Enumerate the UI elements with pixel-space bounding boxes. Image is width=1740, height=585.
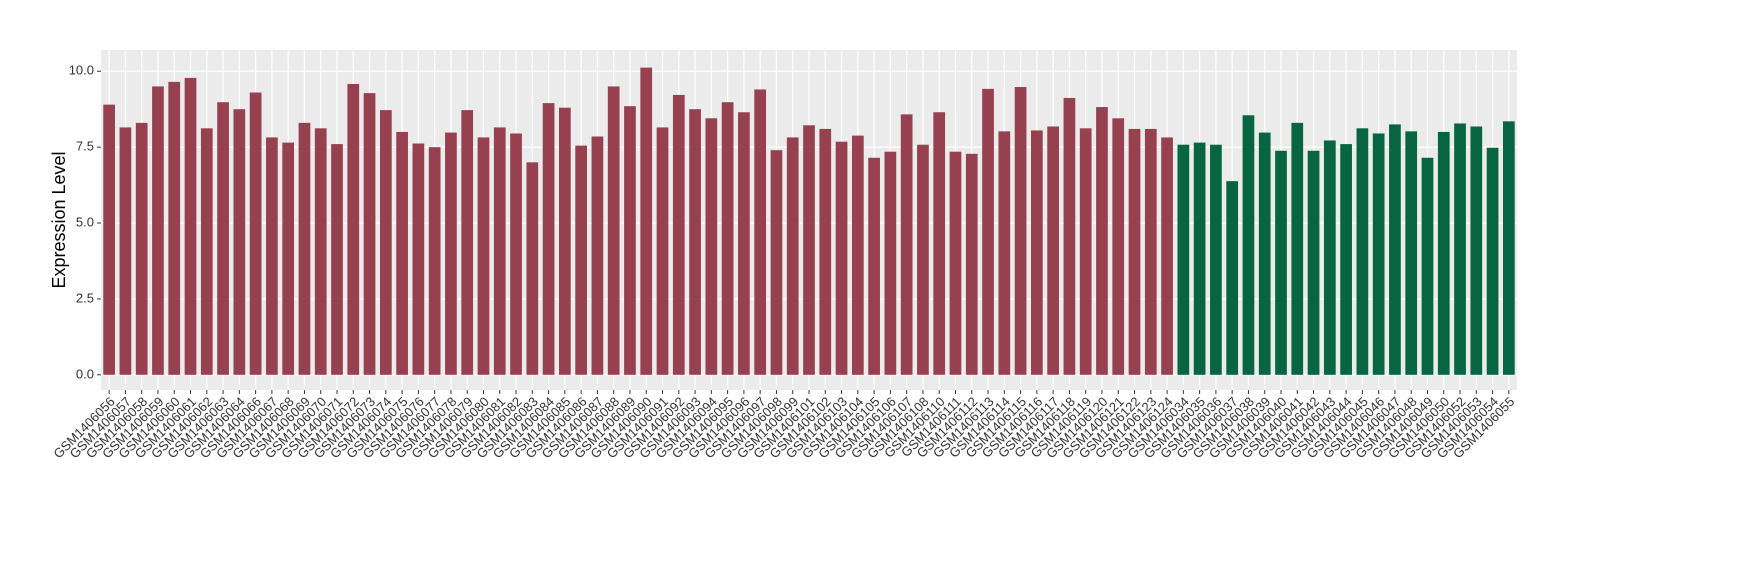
bar <box>1307 150 1320 375</box>
bar <box>965 153 978 375</box>
y-tick-label: 10.0 <box>69 63 94 78</box>
bar <box>786 137 799 375</box>
bar <box>493 127 506 375</box>
bar <box>526 162 539 375</box>
bar <box>819 128 832 375</box>
bar <box>868 157 880 375</box>
bar <box>1340 144 1352 375</box>
bar <box>1128 128 1141 375</box>
bar <box>607 86 620 375</box>
bar <box>738 112 750 375</box>
bar <box>445 132 457 375</box>
bar <box>542 103 555 375</box>
bar <box>933 112 946 375</box>
bar <box>266 137 278 375</box>
bar <box>200 128 213 375</box>
bar <box>1389 124 1401 375</box>
bar <box>363 93 376 375</box>
bar <box>1503 121 1515 375</box>
bar <box>1031 130 1043 375</box>
bar <box>982 88 994 375</box>
bar <box>1470 126 1483 375</box>
bar <box>331 144 343 375</box>
bar <box>559 107 571 375</box>
bar <box>754 89 767 375</box>
bar <box>1486 147 1499 375</box>
bar <box>298 122 311 375</box>
bar <box>1096 107 1108 375</box>
bar <box>233 109 246 375</box>
bar <box>1356 128 1369 375</box>
bar <box>1063 97 1076 375</box>
bar <box>575 145 587 375</box>
bar <box>591 136 604 375</box>
y-tick-label: 2.5 <box>76 290 94 305</box>
y-axis-label: Expression Level <box>49 151 69 288</box>
bar <box>396 131 408 375</box>
bar <box>461 110 474 375</box>
bar <box>1144 128 1157 375</box>
bar <box>282 142 295 375</box>
bar <box>1193 142 1206 375</box>
bar <box>851 135 864 375</box>
bar <box>1421 157 1434 375</box>
bar <box>1323 140 1336 375</box>
bar <box>412 143 425 375</box>
bar <box>1258 132 1271 375</box>
bar <box>656 127 669 375</box>
bar <box>314 128 327 375</box>
bar <box>510 133 522 375</box>
bar <box>135 122 148 375</box>
bar <box>705 118 718 375</box>
bar <box>1437 131 1450 375</box>
bar <box>900 114 913 375</box>
bar <box>119 127 132 375</box>
bar <box>379 110 392 375</box>
bar <box>428 147 441 375</box>
bar <box>1242 115 1255 375</box>
bar <box>152 86 164 375</box>
bar <box>770 150 783 375</box>
bar <box>347 84 360 375</box>
bar <box>917 144 929 375</box>
bar <box>624 106 636 375</box>
bar <box>672 94 685 375</box>
bar <box>998 131 1011 375</box>
bar <box>249 92 262 375</box>
bar <box>884 151 897 375</box>
bar <box>1047 126 1059 375</box>
bar <box>168 81 181 375</box>
bar <box>689 109 701 375</box>
bar <box>803 125 815 375</box>
bar <box>1405 131 1418 375</box>
bar <box>1291 122 1304 375</box>
y-tick-label: 7.5 <box>76 139 94 154</box>
y-tick-label: 0.0 <box>76 366 94 381</box>
bar <box>103 104 115 375</box>
bar <box>1454 123 1466 375</box>
y-tick-label: 5.0 <box>76 214 94 229</box>
bar <box>835 141 848 375</box>
bar <box>184 77 197 375</box>
bar <box>640 67 653 375</box>
bar <box>1275 150 1287 375</box>
bar <box>1210 144 1222 375</box>
bar <box>1226 181 1239 375</box>
bar <box>1372 133 1385 375</box>
bar <box>1079 128 1092 375</box>
bar <box>1177 144 1190 375</box>
bar <box>949 151 962 375</box>
bar <box>1112 118 1125 375</box>
bar <box>1161 137 1173 375</box>
bar <box>477 137 490 375</box>
bar <box>1014 87 1027 375</box>
bar <box>721 102 734 375</box>
bar <box>217 102 229 375</box>
